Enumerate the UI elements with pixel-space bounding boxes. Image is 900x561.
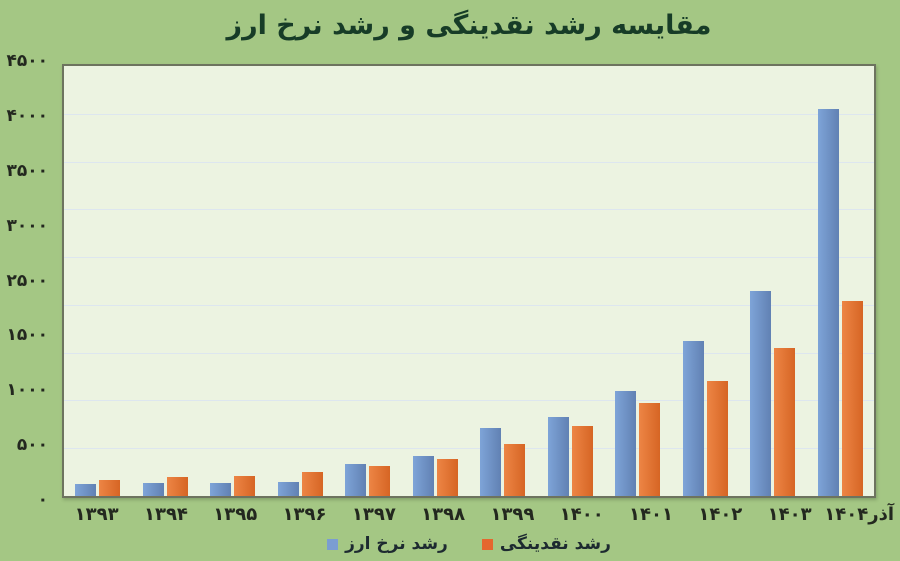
bar-groups <box>64 66 874 496</box>
x-tick-label: ۱۳۹۹ <box>490 504 535 525</box>
legend-label: رشد نقدینگی <box>499 534 611 554</box>
y-tick-label: ۱۰۰۰ <box>6 380 48 401</box>
bar-group <box>807 66 875 496</box>
bar-group <box>199 66 267 496</box>
bar-liquidity-growth <box>234 475 256 496</box>
bar-liquidity-growth <box>166 476 188 496</box>
y-tick-label: ۳۵۰۰ <box>6 160 48 181</box>
bar-liquidity-growth <box>774 348 796 496</box>
x-tick-label: ۱۳۹۵ <box>213 504 258 525</box>
bar-group <box>469 66 537 496</box>
bar-exchange-rate-growth <box>142 482 164 496</box>
y-tick-label: ۰ <box>37 490 48 510</box>
bar-exchange-rate-growth <box>480 427 502 496</box>
bar-liquidity-growth <box>841 300 863 496</box>
x-tick-label: ۱۴۰۳ <box>767 504 812 525</box>
y-gridline <box>64 113 874 115</box>
bar-liquidity-growth <box>436 459 458 496</box>
bar-exchange-rate-growth <box>615 390 637 496</box>
bar-exchange-rate-growth <box>682 341 704 496</box>
y-gridline <box>64 352 874 354</box>
y-gridline <box>64 161 874 163</box>
x-tick-label: ۱۴۰۲ <box>698 504 743 525</box>
bar-liquidity-growth <box>99 480 121 496</box>
legend-swatch-icon <box>327 538 339 550</box>
bar-exchange-rate-growth <box>75 483 97 496</box>
chart-title: مقایسه رشد نقدینگی و رشد نرخ ارز <box>226 10 712 41</box>
y-tick-label: ۴۰۰۰ <box>6 105 48 126</box>
legend-label: رشد نرخ ارز <box>345 534 448 554</box>
x-tick-label: ۱۳۹۷ <box>351 504 396 525</box>
bar-liquidity-growth <box>369 466 391 496</box>
y-gridline <box>64 448 874 450</box>
bar-exchange-rate-growth <box>277 481 299 496</box>
bar-group <box>267 66 335 496</box>
y-gridline <box>64 257 874 259</box>
bar-exchange-rate-growth <box>345 464 367 496</box>
x-tick-label: ۱۴۰۰ <box>559 504 604 525</box>
y-tick-label: ۳۰۰۰ <box>6 215 48 236</box>
bar-exchange-rate-growth <box>750 290 772 496</box>
bar-liquidity-growth <box>571 425 593 496</box>
x-tick-label: آذر۱۴۰۴ <box>824 504 894 525</box>
bar-group <box>132 66 200 496</box>
bar-liquidity-growth <box>706 381 728 496</box>
y-tick-label: ۵۰۰ <box>16 435 48 456</box>
bar-liquidity-growth <box>504 444 526 496</box>
bar-liquidity-growth <box>639 402 661 496</box>
bar-exchange-rate-growth <box>210 482 232 496</box>
y-gridline <box>64 209 874 211</box>
legend-item-exchange-rate-growth: رشد نرخ ارز <box>327 534 448 554</box>
y-tick-label: ۴۵۰۰ <box>6 51 48 71</box>
bar-group <box>537 66 605 496</box>
bar-group <box>402 66 470 496</box>
bar-exchange-rate-growth <box>817 109 839 496</box>
x-axis: ۱۳۹۳ ۱۳۹۴ ۱۳۹۵ ۱۳۹۶ ۱۳۹۷ ۱۳۹۸ ۱۳۹۹ ۱۴۰۰ ۱۴۰۱ ۱۴۰۲… <box>62 502 894 528</box>
x-tick-label: ۱۳۹۳ <box>74 504 119 525</box>
x-tick-label: ۱۴۰۱ <box>629 504 673 525</box>
x-tick-label: ۱۳۹۸ <box>421 504 466 525</box>
bar-group <box>604 66 672 496</box>
bar-group <box>334 66 402 496</box>
legend-swatch-icon <box>481 538 493 550</box>
y-axis: ۴۵۰۰ ۴۰۰۰ ۳۵۰۰ ۳۰۰۰ ۲۵۰۰ ۱۵۰۰ ۱۰۰۰ ۵۰۰ ۰ <box>0 53 54 509</box>
plot-area <box>62 64 876 498</box>
legend: رشد نرخ ارز رشد نقدینگی <box>62 530 876 558</box>
gridlines-layer <box>64 66 874 496</box>
bar-liquidity-growth <box>301 472 323 496</box>
bar-group <box>672 66 740 496</box>
bar-group <box>64 66 132 496</box>
bar-group <box>739 66 807 496</box>
legend-item-liquidity-growth: رشد نقدینگی <box>481 534 611 554</box>
y-gridline <box>64 400 874 402</box>
y-tick-label: ۲۵۰۰ <box>6 270 48 291</box>
x-tick-label: ۱۳۹۴ <box>143 504 188 525</box>
y-tick-label: ۱۵۰۰ <box>6 325 48 346</box>
y-gridline <box>64 304 874 306</box>
bar-exchange-rate-growth <box>547 416 569 496</box>
bar-exchange-rate-growth <box>412 456 434 496</box>
x-tick-label: ۱۳۹۶ <box>282 504 327 525</box>
